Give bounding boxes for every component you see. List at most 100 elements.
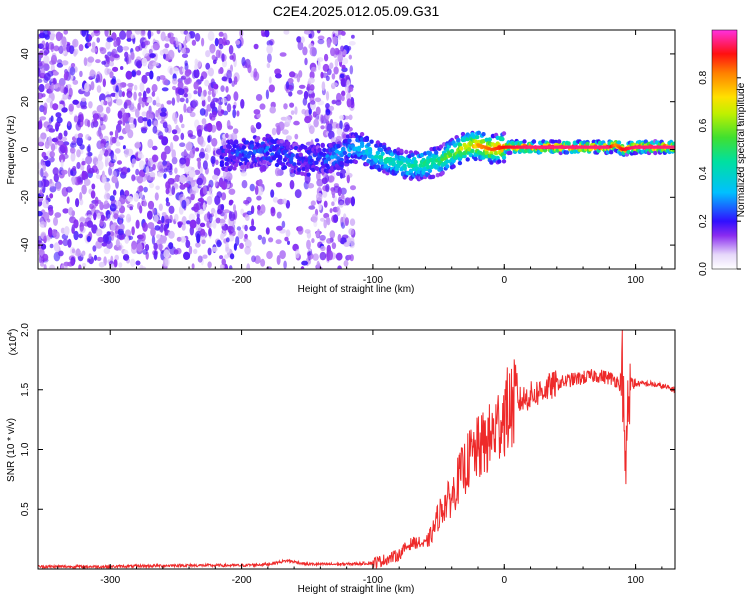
heatmap-cell: [162, 121, 168, 129]
heatmap-cell: [343, 260, 349, 267]
heatmap-cell: [221, 192, 227, 201]
heatmap-cell: [115, 141, 121, 147]
heatmap-cell: [38, 162, 41, 170]
heatmap-cell: [181, 123, 185, 129]
heatmap-cell: [53, 45, 60, 52]
heatmap-cell: [300, 266, 305, 269]
heatmap-cell: [113, 40, 118, 48]
heatmap-cell: [61, 136, 68, 142]
heatmap-cell: [188, 170, 196, 178]
heatmap-cell: [349, 218, 356, 226]
heatmap-cell: [122, 112, 129, 123]
heatmap-cell: [50, 143, 56, 152]
heatmap-cell: [135, 260, 141, 266]
heatmap-cell: [51, 137, 59, 143]
heatmap-cell: [88, 101, 93, 109]
heatmap-cell: [158, 165, 163, 174]
heatmap-cell: [325, 183, 330, 193]
heatmap-cell: [38, 43, 44, 49]
heatmap-cell: [317, 38, 325, 45]
heatmap-cell: [54, 82, 62, 92]
heatmap-cell: [262, 136, 267, 142]
heatmap-cell: [86, 145, 91, 153]
snr-plot-area: [38, 330, 675, 569]
heatmap-cell: [142, 49, 149, 57]
heatmap-cell: [164, 43, 170, 49]
heatmap-cell: [169, 67, 173, 76]
heatmap-cell: [331, 189, 336, 196]
heatmap-cell: [137, 153, 145, 159]
heatmap-cell: [316, 178, 324, 187]
heatmap-cell: [308, 250, 312, 256]
heatmap-cell: [331, 82, 338, 87]
heatmap-cell: [159, 224, 164, 233]
heatmap-cell: [207, 134, 212, 143]
heatmap-cell: [97, 153, 103, 162]
heatmap-cell: [212, 174, 219, 181]
heatmap-cell: [244, 239, 252, 248]
heatmap-cell: [306, 239, 311, 250]
heatmap-cell: [161, 87, 169, 92]
heatmap-cell: [186, 141, 193, 151]
heatmap-cell: [341, 64, 346, 69]
heatmap-cell: [70, 246, 76, 256]
heatmap-cell: [49, 243, 54, 249]
heatmap-cell: [177, 222, 182, 228]
heatmap-cell: [190, 100, 197, 108]
heatmap-cell: [154, 225, 161, 231]
heatmap-cell: [210, 155, 216, 165]
heatmap-cell: [40, 132, 47, 140]
heatmap-cell: [195, 224, 202, 232]
heatmap-cell: [233, 162, 239, 168]
heatmap-cell: [339, 120, 343, 130]
heatmap-cell: [320, 114, 324, 124]
heatmap-cell: [285, 141, 291, 146]
heatmap-cell: [130, 33, 136, 39]
heatmap-cell: [307, 182, 315, 189]
heatmap-cell: [39, 221, 47, 228]
heatmap-cell: [328, 130, 335, 140]
heatmap-cell: [72, 165, 77, 172]
heatmap-cell: [276, 225, 283, 231]
heatmap-cell: [215, 148, 223, 155]
heatmap-cell: [279, 139, 284, 144]
heatmap-cell: [175, 174, 180, 182]
heatmap-cell: [137, 116, 144, 124]
heatmap-cell: [142, 249, 148, 255]
heatmap-cell: [427, 168, 433, 173]
heatmap-cell: [202, 160, 208, 170]
heatmap-cell: [70, 152, 76, 162]
heatmap-cell: [183, 103, 187, 113]
heatmap-cell: [109, 71, 114, 79]
heatmap-cell: [49, 193, 54, 199]
heatmap-cell: [298, 152, 303, 157]
heatmap-cell: [328, 105, 335, 111]
heatmap-cell: [149, 53, 156, 58]
heatmap-cell: [298, 70, 303, 78]
heatmap-cell: [421, 170, 426, 175]
heatmap-cell: [449, 149, 455, 154]
heatmap-cell: [131, 70, 137, 77]
heatmap-cell: [60, 227, 65, 234]
heatmap-cell: [348, 114, 353, 121]
heatmap-cell: [122, 145, 126, 150]
heatmap-cell: [70, 62, 76, 68]
heatmap-cell: [193, 203, 199, 213]
heatmap-cell: [240, 164, 245, 170]
heatmap-cell: [125, 55, 129, 65]
heatmap-cell: [609, 150, 614, 155]
heatmap-cell: [109, 131, 114, 136]
heatmap-cell: [178, 43, 182, 51]
heatmap-cell: [378, 147, 384, 153]
heatmap-cell: [73, 50, 77, 57]
heatmap-cell: [181, 223, 186, 231]
heatmap-cell: [214, 180, 218, 187]
heatmap-cell: [161, 215, 165, 224]
heatmap-cell: [116, 45, 124, 53]
heatmap-cell: [91, 183, 96, 190]
heatmap-cell: [349, 254, 354, 262]
heatmap-cell: [109, 61, 114, 67]
heatmap-cell: [337, 53, 344, 63]
heatmap-cell: [85, 155, 93, 165]
heatmap-cell: [235, 159, 240, 164]
